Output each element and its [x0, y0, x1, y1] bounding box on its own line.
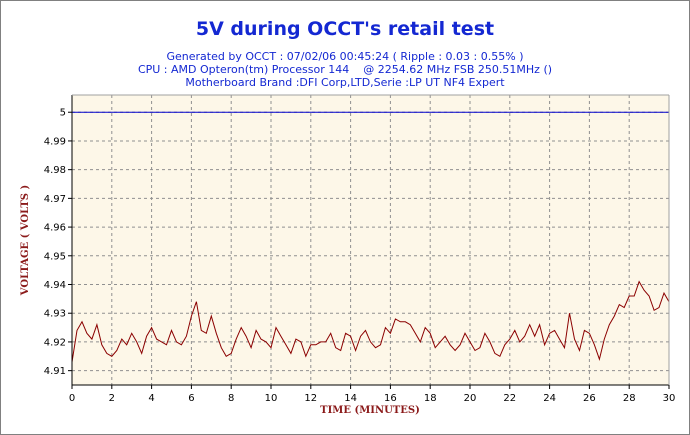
y-tick-label: 4.93: [44, 309, 66, 320]
chart-subtitle-generated: Generated by OCCT : 07/02/06 00:45:24 ( …: [166, 50, 524, 63]
chart-subtitle-motherboard: Motherboard Brand :DFI Corp,LTD,Serie :L…: [185, 76, 505, 89]
x-axis-label: TIME (MINUTES): [320, 405, 420, 416]
y-tick-label: 4.97: [44, 194, 66, 205]
y-tick-label: 4.99: [44, 136, 66, 147]
x-tick-label: 4: [148, 393, 154, 404]
x-tick-label: 2: [109, 393, 115, 404]
y-tick-label: 4.96: [44, 223, 66, 234]
y-tick-label: 5: [60, 108, 66, 119]
x-tick-label: 20: [464, 393, 477, 404]
x-tick-label: 18: [424, 393, 437, 404]
y-tick-label: 4.94: [44, 280, 66, 291]
y-axis-label: VOLTAGE ( VOLTS ): [20, 185, 31, 296]
x-tick-label: 26: [583, 393, 596, 404]
y-tick-label: 4.98: [44, 165, 66, 176]
voltage-line: [71, 280, 670, 363]
x-tick-label: 30: [663, 393, 676, 404]
x-tick-label: 12: [304, 393, 317, 404]
plot-area: [72, 95, 669, 385]
x-tick-label: 28: [623, 393, 636, 404]
x-tick-label: 14: [344, 393, 357, 404]
x-tick-label: 8: [228, 393, 234, 404]
x-tick-label: 10: [265, 393, 278, 404]
y-tick-label: 4.91: [44, 366, 66, 377]
x-tick-label: 16: [384, 393, 397, 404]
y-tick-label: 4.92: [44, 337, 66, 348]
x-tick-label: 22: [503, 393, 516, 404]
x-tick-label: 0: [69, 393, 75, 404]
series-group: [71, 111, 670, 363]
chart-subtitle-cpu: CPU : AMD Opteron(tm) Processor 144 @ 22…: [137, 63, 553, 76]
tick-labels: 0 2 4 6 8 10 12 14 16 18 20 22 24 26 28 304.914.924.934…: [44, 108, 676, 404]
x-tick-label: 24: [543, 393, 556, 404]
y-tick-label: 4.95: [44, 251, 66, 262]
chart-title: 5V during OCCT's retail test: [195, 18, 495, 40]
x-tick-label: 6: [188, 393, 194, 404]
axes: [68, 94, 670, 389]
